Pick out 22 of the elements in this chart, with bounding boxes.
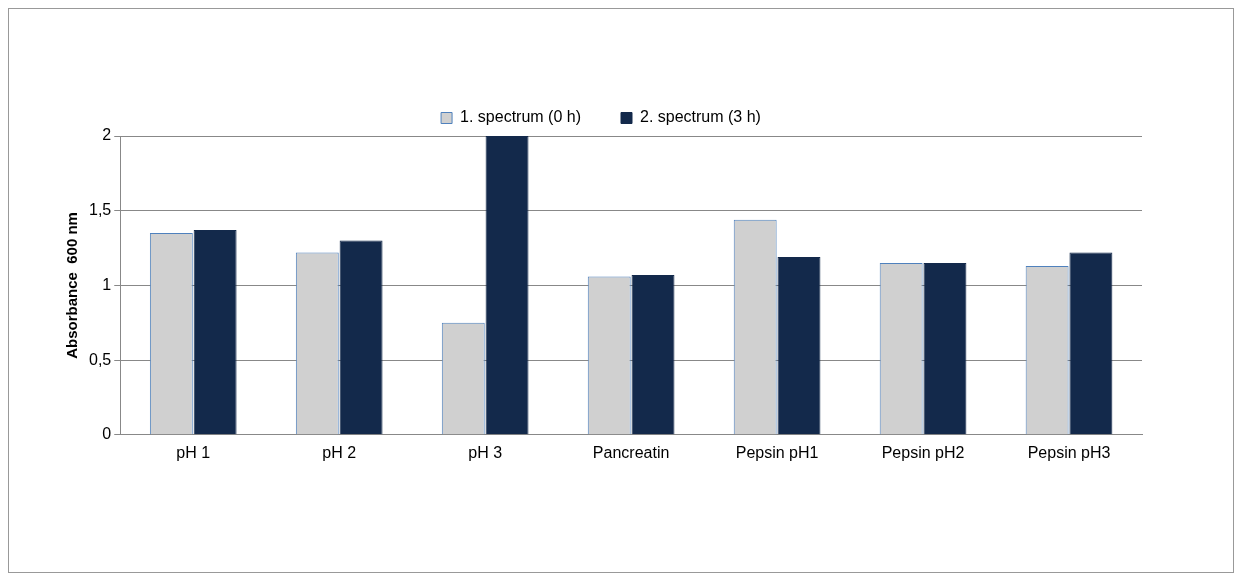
y-tick-label: 0 <box>102 425 112 443</box>
x-tick-label: pH 1 <box>176 443 211 461</box>
y-tick-label: 2 <box>102 126 112 144</box>
bar <box>631 274 675 435</box>
x-tick-label: Pepsin pH2 <box>881 443 965 461</box>
bar <box>485 136 529 435</box>
legend-label: 2. spectrum (3 h) <box>640 108 761 126</box>
x-tick-label: pH 2 <box>322 443 357 461</box>
x-tick-label: Pepsin pH3 <box>1027 443 1111 461</box>
x-tick-label: Pancreatin <box>592 443 670 461</box>
y-tick-label: 1,5 <box>88 201 112 219</box>
x-tick-label: pH 3 <box>468 443 503 461</box>
bar <box>193 230 237 435</box>
x-tick-label: Pepsin pH1 <box>735 443 819 461</box>
bar <box>339 240 383 435</box>
y-axis-title: Absorbance 600 nm <box>63 212 81 359</box>
bar <box>1069 252 1113 435</box>
y-tick-label: 1 <box>102 275 112 293</box>
bar <box>923 262 967 435</box>
bar <box>777 257 821 435</box>
y-tick-label: 0,5 <box>88 350 112 368</box>
legend-label: 1. spectrum (0 h) <box>460 108 582 126</box>
